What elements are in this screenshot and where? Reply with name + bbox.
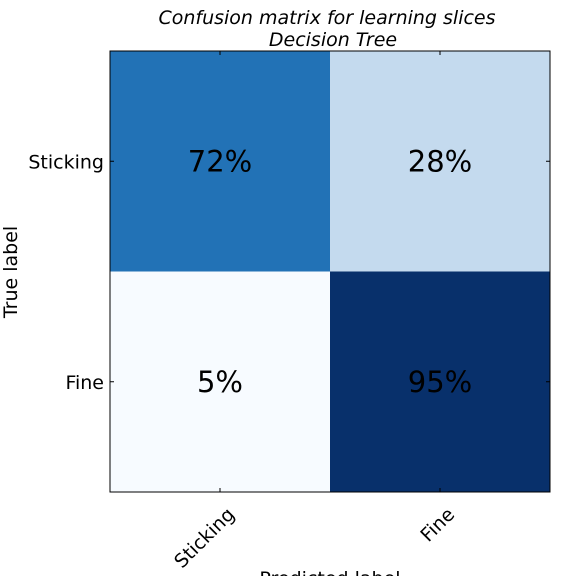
- x-tick-label-sticking: Sticking: [170, 504, 239, 573]
- cell-sticking-sticking: [110, 51, 330, 272]
- plot-frame: [109, 50, 551, 493]
- cell-fine-sticking-label: 5%: [197, 365, 243, 399]
- chart-subtitle: Decision Tree: [269, 29, 397, 51]
- cell-fine-sticking: [110, 271, 330, 492]
- x-tick-label-fine: Fine: [416, 504, 459, 547]
- cell-sticking-sticking-label: 72%: [188, 144, 252, 178]
- cell-fine-fine: [330, 271, 550, 492]
- cell-fine-fine-label: 95%: [408, 365, 472, 399]
- chart-title: Confusion matrix for learning slices: [158, 7, 495, 29]
- y-tick-label-fine: Fine: [65, 372, 104, 394]
- y-axis-label: True label: [0, 226, 22, 319]
- heatmap-cells: 72% 28% 5% 95%: [110, 51, 550, 492]
- x-axis-label: Predicted label: [259, 568, 400, 576]
- cell-sticking-fine-label: 28%: [408, 144, 472, 178]
- y-tick-label-sticking: Sticking: [28, 151, 104, 173]
- cell-sticking-fine: [330, 51, 550, 272]
